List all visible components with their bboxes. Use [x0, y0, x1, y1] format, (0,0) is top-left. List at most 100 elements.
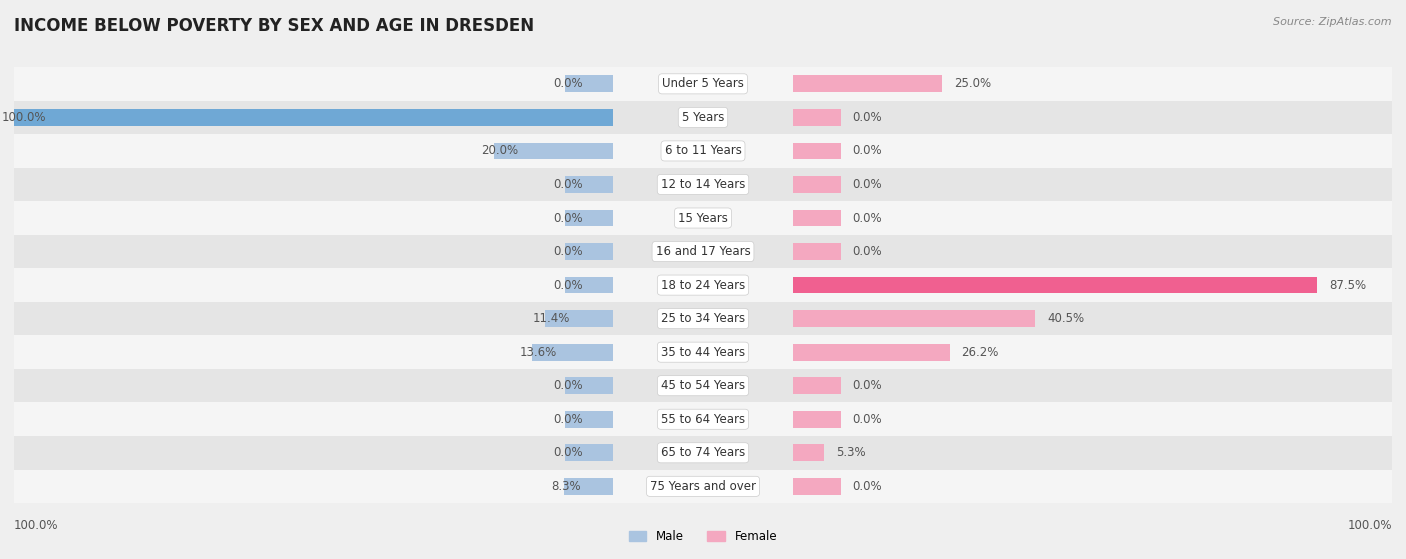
Bar: [793, 335, 801, 369]
Bar: [793, 134, 1392, 168]
Bar: [14, 369, 613, 402]
Bar: [613, 335, 879, 369]
Text: 87.5%: 87.5%: [1329, 278, 1367, 292]
Bar: [793, 470, 803, 503]
Text: 8.3%: 8.3%: [551, 480, 581, 493]
Bar: [613, 470, 935, 503]
Bar: [603, 470, 613, 503]
Text: 11.4%: 11.4%: [533, 312, 571, 325]
Bar: [793, 268, 800, 302]
Bar: [613, 101, 801, 134]
Text: 65 to 74 Years: 65 to 74 Years: [661, 446, 745, 459]
Bar: [793, 369, 801, 402]
Text: 75 Years and over: 75 Years and over: [650, 480, 756, 493]
Text: 12 to 14 Years: 12 to 14 Years: [661, 178, 745, 191]
Bar: [613, 369, 891, 402]
Text: 100.0%: 100.0%: [1, 111, 46, 124]
Text: Under 5 Years: Under 5 Years: [662, 77, 744, 91]
Bar: [793, 168, 800, 201]
Bar: [565, 411, 613, 428]
Bar: [793, 402, 803, 436]
Bar: [613, 302, 793, 335]
Bar: [793, 201, 800, 235]
Text: 0.0%: 0.0%: [852, 111, 882, 124]
Bar: [793, 369, 1392, 402]
Bar: [613, 201, 793, 235]
Text: 0.0%: 0.0%: [554, 379, 583, 392]
Bar: [613, 402, 793, 436]
Text: 55 to 64 Years: 55 to 64 Years: [661, 413, 745, 426]
Bar: [613, 101, 793, 134]
Bar: [613, 470, 793, 503]
Bar: [793, 478, 841, 495]
Bar: [531, 344, 613, 361]
Bar: [14, 134, 613, 168]
Bar: [14, 402, 613, 436]
Bar: [565, 75, 613, 92]
Bar: [565, 377, 613, 394]
Text: 25 to 34 Years: 25 to 34 Years: [661, 312, 745, 325]
Bar: [793, 75, 942, 92]
Bar: [14, 235, 613, 268]
Bar: [613, 134, 793, 168]
Text: 5.3%: 5.3%: [837, 446, 866, 459]
Bar: [14, 109, 613, 126]
Bar: [793, 235, 1392, 268]
Bar: [793, 302, 1392, 335]
Bar: [606, 268, 613, 302]
Text: 0.0%: 0.0%: [852, 178, 882, 191]
Bar: [613, 67, 793, 101]
Bar: [793, 109, 841, 126]
Bar: [607, 101, 613, 134]
Bar: [603, 402, 613, 436]
Legend: Male, Female: Male, Female: [624, 525, 782, 547]
Text: 5 Years: 5 Years: [682, 111, 724, 124]
Bar: [793, 168, 1392, 201]
Text: 13.6%: 13.6%: [520, 345, 557, 359]
Bar: [793, 176, 841, 193]
Bar: [793, 210, 841, 226]
Bar: [613, 168, 821, 201]
Bar: [606, 235, 613, 268]
Bar: [793, 444, 824, 461]
Bar: [565, 444, 613, 461]
Bar: [613, 235, 793, 268]
Text: 0.0%: 0.0%: [554, 245, 583, 258]
Text: 45 to 54 Years: 45 to 54 Years: [661, 379, 745, 392]
Bar: [613, 402, 905, 436]
Bar: [565, 243, 613, 260]
Text: 0.0%: 0.0%: [554, 446, 583, 459]
Bar: [613, 335, 793, 369]
Bar: [613, 235, 842, 268]
Bar: [793, 67, 1392, 101]
Bar: [605, 369, 613, 402]
Bar: [793, 143, 841, 159]
Bar: [793, 101, 1392, 134]
Bar: [613, 134, 811, 168]
Bar: [564, 478, 613, 495]
Bar: [793, 243, 841, 260]
Text: Source: ZipAtlas.com: Source: ZipAtlas.com: [1274, 17, 1392, 27]
Text: 15 Years: 15 Years: [678, 211, 728, 225]
Bar: [613, 268, 853, 302]
Text: 0.0%: 0.0%: [852, 379, 882, 392]
Bar: [613, 268, 793, 302]
Text: 0.0%: 0.0%: [852, 480, 882, 493]
Text: 40.5%: 40.5%: [1047, 312, 1084, 325]
Text: 16 and 17 Years: 16 and 17 Years: [655, 245, 751, 258]
Bar: [565, 176, 613, 193]
Bar: [14, 201, 613, 235]
Bar: [793, 201, 1392, 235]
Text: 0.0%: 0.0%: [554, 211, 583, 225]
Text: 0.0%: 0.0%: [554, 278, 583, 292]
Bar: [793, 67, 799, 101]
Bar: [613, 436, 920, 470]
Bar: [14, 335, 613, 369]
Text: 26.2%: 26.2%: [962, 345, 998, 359]
Text: 0.0%: 0.0%: [554, 413, 583, 426]
Bar: [613, 201, 831, 235]
Bar: [613, 369, 793, 402]
Bar: [613, 302, 866, 335]
Bar: [565, 210, 613, 226]
Bar: [793, 335, 1392, 369]
